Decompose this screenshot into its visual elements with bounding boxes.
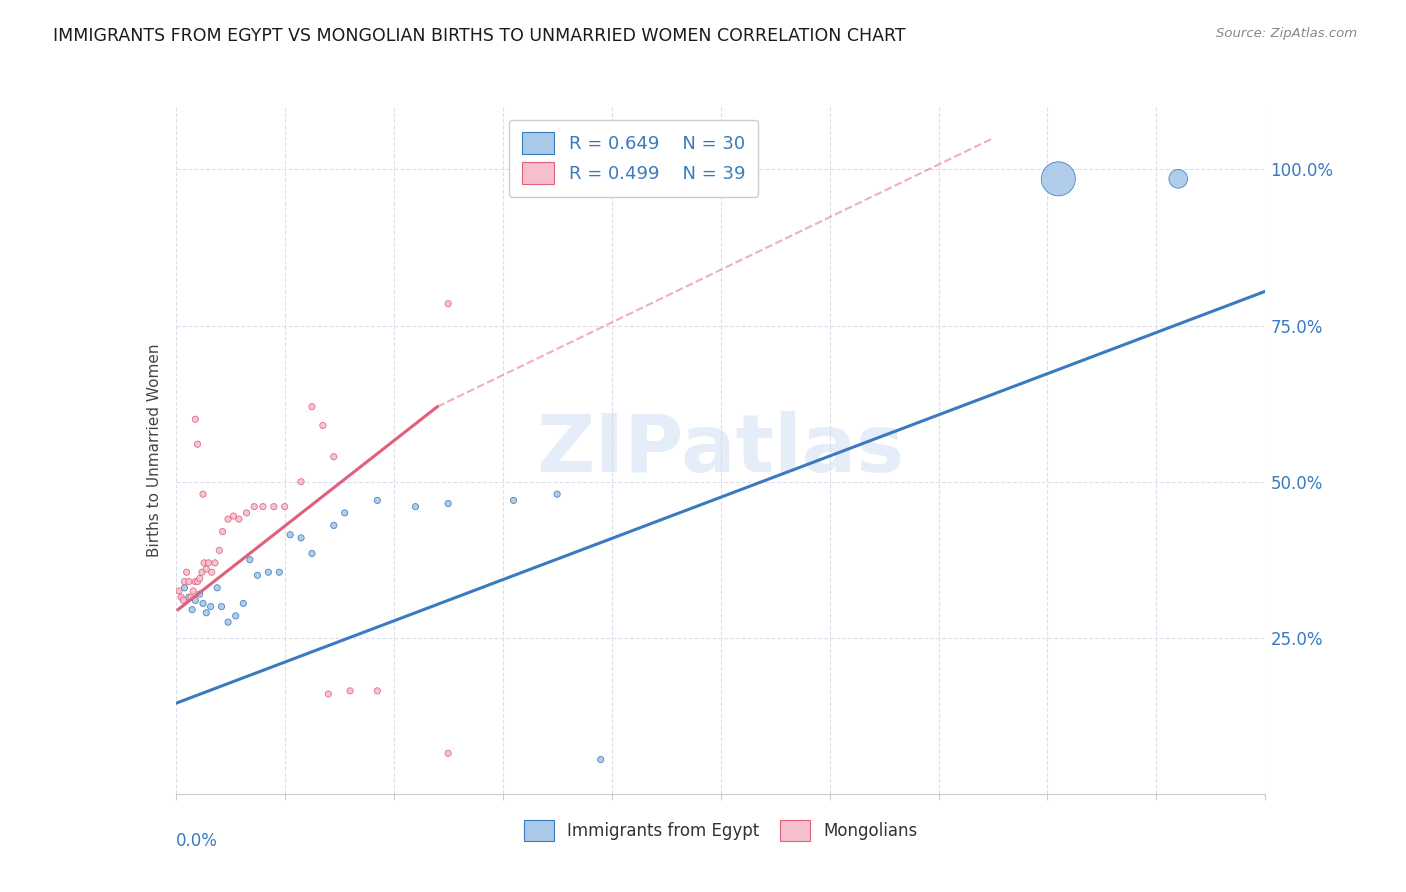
Point (228, 512, 250, 526)
Point (1047, 171, 1070, 186)
Text: IMMIGRANTS FROM EGYPT VS MONGOLIAN BIRTHS TO UNMARRIED WOMEN CORRELATION CHART: IMMIGRANTS FROM EGYPT VS MONGOLIAN BIRTH… (53, 27, 905, 45)
Point (339, 683, 361, 698)
Point (184, 574, 207, 589)
Point (322, 518, 344, 533)
Legend: Immigrants from Egypt, Mongolians: Immigrants from Egypt, Mongolians (517, 814, 924, 847)
Point (312, 418, 335, 433)
Point (322, 450, 344, 464)
Point (405, 500, 427, 514)
Point (217, 512, 239, 526)
Point (211, 524, 233, 539)
Point (181, 583, 204, 598)
Point (173, 581, 195, 595)
Point (191, 487, 214, 501)
Point (186, 437, 209, 451)
Point (257, 566, 280, 580)
Point (290, 531, 312, 545)
Point (333, 506, 356, 520)
Point (290, 475, 312, 489)
Point (205, 581, 228, 595)
Y-axis label: Births to Unmarried Women: Births to Unmarried Women (146, 343, 162, 558)
Point (200, 599, 222, 614)
Point (278, 528, 301, 542)
Point (546, 487, 568, 501)
Point (186, 574, 209, 589)
Point (366, 683, 388, 698)
Point (188, 572, 211, 586)
Point (239, 552, 262, 567)
Point (177, 574, 200, 589)
Point (170, 591, 193, 605)
Point (269, 566, 291, 580)
Point (184, 412, 207, 426)
Point (201, 566, 224, 580)
Point (437, 296, 460, 311)
Point (177, 591, 200, 605)
Point (208, 543, 231, 558)
Point (235, 506, 257, 520)
Point (197, 556, 219, 570)
Point (176, 566, 198, 580)
Point (243, 500, 266, 514)
Point (589, 753, 612, 767)
Text: 0.0%: 0.0% (176, 831, 218, 850)
Point (193, 556, 215, 570)
Point (188, 587, 211, 601)
Point (437, 496, 460, 510)
Point (167, 583, 190, 598)
Point (191, 597, 214, 611)
Point (301, 546, 323, 561)
Point (225, 609, 247, 624)
Point (263, 500, 285, 514)
Point (437, 746, 460, 760)
Point (1167, 171, 1189, 186)
Point (246, 568, 269, 582)
Point (217, 615, 239, 630)
Point (222, 508, 245, 523)
Point (181, 603, 204, 617)
Point (204, 556, 226, 570)
Point (366, 493, 388, 508)
Point (184, 593, 207, 607)
Point (173, 574, 195, 589)
Point (195, 606, 218, 620)
Text: ZIPatlas: ZIPatlas (537, 411, 904, 490)
Point (191, 566, 214, 580)
Point (211, 599, 233, 614)
Point (195, 562, 218, 576)
Point (232, 597, 254, 611)
Point (180, 591, 202, 605)
Point (301, 400, 323, 414)
Point (318, 687, 340, 701)
Point (252, 500, 274, 514)
Point (274, 500, 297, 514)
Text: Source: ZipAtlas.com: Source: ZipAtlas.com (1216, 27, 1357, 40)
Point (502, 493, 524, 508)
Point (172, 593, 194, 607)
